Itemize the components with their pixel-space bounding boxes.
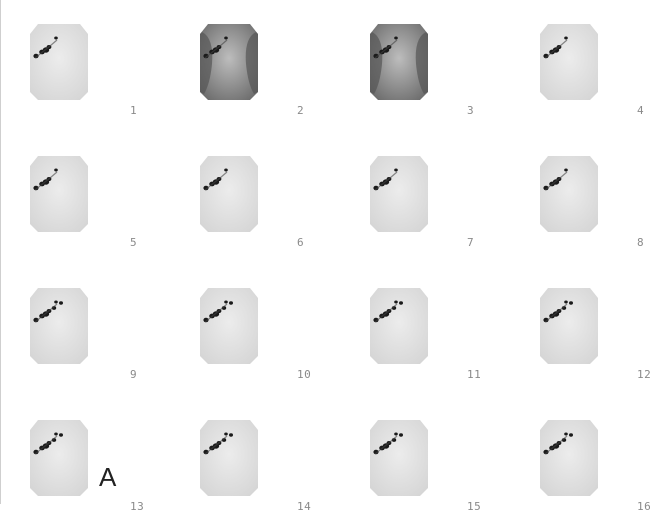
scan-image <box>370 420 428 496</box>
scan-frame-12[interactable] <box>510 264 656 396</box>
panel-label: A <box>99 462 117 492</box>
scan-image <box>30 288 88 364</box>
scan-frame-1[interactable] <box>0 0 170 132</box>
scan-image <box>200 156 258 232</box>
scintigraphy-frame-grid: 1 2 3 4 5 6 7 8 9 10 11 12 13 14 15 16 <box>0 0 656 513</box>
scan-image <box>30 420 88 496</box>
left-border <box>0 0 1 504</box>
scan-frame-15[interactable] <box>340 396 510 528</box>
frame-number-4: 4 <box>637 104 645 117</box>
frame-number-3: 3 <box>467 104 475 117</box>
scan-image <box>370 156 428 232</box>
scan-image <box>370 288 428 364</box>
frame-number-5: 5 <box>130 236 138 249</box>
scan-frame-10[interactable] <box>170 264 340 396</box>
scan-frame-2[interactable] <box>170 0 340 132</box>
frame-number-11: 11 <box>467 368 482 381</box>
frame-number-15: 15 <box>467 500 482 513</box>
scan-image <box>370 24 428 100</box>
frame-number-1: 1 <box>130 104 138 117</box>
scan-frame-3[interactable] <box>340 0 510 132</box>
scan-image <box>200 24 258 100</box>
frame-number-14: 14 <box>297 500 312 513</box>
frame-number-8: 8 <box>637 236 645 249</box>
scan-frame-6[interactable] <box>170 132 340 264</box>
frame-number-12: 12 <box>637 368 652 381</box>
scan-frame-5[interactable] <box>0 132 170 264</box>
frame-number-7: 7 <box>467 236 475 249</box>
scan-frame-9[interactable] <box>0 264 170 396</box>
frame-number-2: 2 <box>297 104 305 117</box>
frame-number-16: 16 <box>637 500 652 513</box>
frame-number-9: 9 <box>130 368 138 381</box>
scan-image <box>200 288 258 364</box>
frame-number-6: 6 <box>297 236 305 249</box>
scan-frame-8[interactable] <box>510 132 656 264</box>
frame-number-13: 13 <box>130 500 145 513</box>
scan-image <box>540 24 598 100</box>
scan-frame-7[interactable] <box>340 132 510 264</box>
scan-frame-13[interactable] <box>0 396 170 528</box>
scan-frame-11[interactable] <box>340 264 510 396</box>
scan-image <box>30 24 88 100</box>
scan-image <box>540 156 598 232</box>
scan-image <box>30 156 88 232</box>
scan-image <box>540 288 598 364</box>
frame-number-10: 10 <box>297 368 312 381</box>
scan-frame-16[interactable] <box>510 396 656 528</box>
scan-image <box>200 420 258 496</box>
scan-image <box>540 420 598 496</box>
scan-frame-4[interactable] <box>510 0 656 132</box>
scan-frame-14[interactable] <box>170 396 340 528</box>
